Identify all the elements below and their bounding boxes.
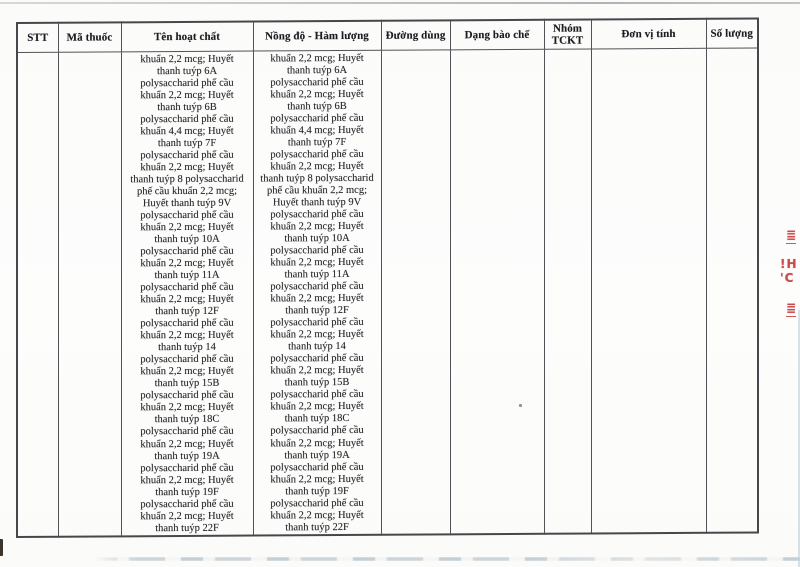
header-ten-hoat-chat: Tên hoạt chất: [121, 21, 253, 52]
cell-duong-dung: [381, 49, 450, 535]
header-stt: STT: [17, 22, 58, 53]
scan-top-edge-artifact: [0, 2, 800, 4]
ten-hoat-chat-text: khuẩn 2,2 mcg; Huyết thanh tuýp 6A polys…: [130, 53, 244, 534]
nong-do-ham-luong-text: khuẩn 2,2 mcg; Huyết thanh tuýp 6A polys…: [260, 52, 374, 533]
scan-bottom-edge-artifact: [95, 557, 800, 561]
red-stamp-fragment: ≣: [786, 228, 797, 244]
header-so-luong: Số lượng: [706, 18, 758, 49]
cell-nhom-tckt: [544, 48, 591, 534]
table-sheet: STT Mã thuốc Tên hoạt chất Nồng độ - Hàm…: [16, 17, 759, 538]
cell-stt: [17, 52, 58, 537]
cell-ten-hoat-chat: khuẩn 2,2 mcg; Huyết thanh tuýp 6A polys…: [121, 51, 253, 536]
header-dang-bao-che: Dạng bào chế: [450, 19, 544, 50]
cell-dang-bao-che: [450, 49, 544, 534]
scan-left-edge-artifact: [0, 539, 3, 556]
drug-list-table: STT Mã thuốc Tên hoạt chất Nồng độ - Hàm…: [16, 17, 759, 538]
header-ma-thuoc: Mã thuốc: [58, 22, 121, 53]
cell-so-luong: [706, 47, 758, 533]
cell-ma-thuoc: [58, 51, 121, 537]
red-stamp-fragment: ≣: [786, 301, 797, 317]
cell-nong-do-ham-luong: khuẩn 2,2 mcg; Huyết thanh tuýp 6A polys…: [253, 50, 381, 536]
scan-right-edge-artifact: [798, 310, 800, 567]
header-nong-do-ham-luong: Nồng độ - Hàm lượng: [253, 20, 381, 52]
cell-don-vi-tinh: [591, 48, 706, 534]
red-stamp-fragment: 'C: [780, 271, 795, 285]
table-row: khuẩn 2,2 mcg; Huyết thanh tuýp 6A polys…: [17, 47, 758, 537]
red-stamp-fragment: !H: [780, 257, 798, 271]
table-header-row: STT Mã thuốc Tên hoạt chất Nồng độ - Hàm…: [17, 18, 758, 53]
scan-speck-artifact: [519, 404, 522, 407]
header-don-vi-tinh: Đơn vị tính: [591, 18, 706, 49]
header-duong-dung: Đường dùng: [381, 20, 450, 51]
header-nhom-tckt: Nhóm TCKT: [544, 19, 591, 50]
